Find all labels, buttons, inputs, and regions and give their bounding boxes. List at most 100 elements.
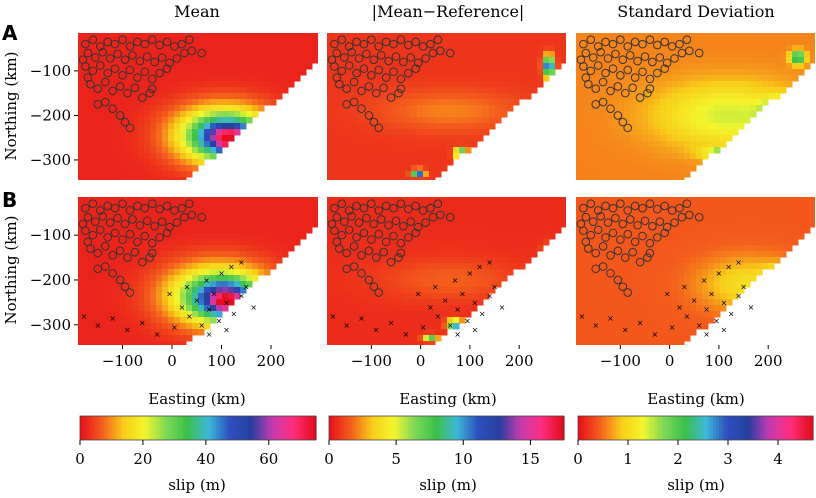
heat-cell (642, 335, 649, 342)
heat-cell (435, 141, 442, 148)
heat-cell (108, 263, 115, 270)
heat-cell (660, 177, 667, 180)
heat-cell (381, 227, 388, 234)
heat-cell (696, 75, 703, 82)
heat-cell (696, 221, 703, 228)
heat-cell (459, 45, 466, 52)
heat-cell (594, 245, 601, 252)
heat-cell (180, 329, 187, 336)
heat-cell (588, 293, 595, 300)
heat-cell (387, 69, 394, 76)
heat-cell (537, 239, 544, 246)
heat-cell (435, 329, 442, 336)
heat-cell (666, 293, 673, 300)
heat-cell (696, 245, 703, 252)
heat-cell (357, 57, 364, 64)
heat-cell (738, 51, 745, 58)
heat-cell (399, 123, 406, 130)
heat-cell (84, 51, 91, 58)
heat-cell (108, 239, 115, 246)
heat-cell (453, 99, 460, 106)
heat-cell (216, 135, 223, 142)
heat-cell (780, 233, 787, 240)
heat-cell (672, 215, 679, 222)
heat-cell (690, 123, 697, 130)
station-marker (586, 35, 596, 44)
heat-cell (804, 63, 811, 70)
heat-cell (180, 275, 187, 282)
heat-cell (618, 221, 625, 228)
heat-cell (582, 87, 589, 94)
heat-cell (306, 197, 313, 204)
heat-cell (666, 209, 673, 216)
heat-cell (246, 63, 253, 70)
heat-cell (198, 153, 205, 160)
heat-cell (393, 197, 400, 204)
heat-cell (459, 209, 466, 216)
heat-cell (618, 117, 625, 124)
heat-cell (210, 263, 217, 270)
heat-cell (576, 329, 583, 336)
heat-cell (78, 39, 85, 46)
heat-cell (132, 165, 139, 172)
heat-cell (648, 117, 655, 124)
heat-cell (423, 329, 430, 336)
heat-cell (738, 33, 745, 40)
heat-cell (756, 45, 763, 52)
heat-cell (132, 239, 139, 246)
heat-cell (240, 87, 247, 94)
heat-cell (369, 209, 376, 216)
heat-cell (204, 123, 211, 130)
heat-cell (162, 329, 169, 336)
heat-cell (345, 311, 352, 318)
heat-cell (150, 275, 157, 282)
heat-cell (690, 305, 697, 312)
heat-cell (144, 129, 151, 136)
heat-cell (768, 69, 775, 76)
heat-cell (618, 57, 625, 64)
heat-cell (369, 135, 376, 142)
heat-cell (120, 305, 127, 312)
heat-cell (405, 87, 412, 94)
heat-cell (726, 51, 733, 58)
heat-cell (132, 263, 139, 270)
heat-cell (405, 141, 412, 148)
heat-cell (612, 335, 619, 342)
station-marker (593, 42, 603, 51)
station-marker (100, 97, 110, 107)
heat-cell (423, 105, 430, 112)
heat-cell (726, 87, 733, 94)
heat-cell (387, 287, 394, 294)
heat-cell (240, 221, 247, 228)
heat-cell (393, 257, 400, 264)
heat-cell (405, 147, 412, 154)
heat-cell (333, 123, 340, 130)
heat-cell (375, 45, 382, 52)
heat-cell (381, 153, 388, 160)
heat-cell (78, 203, 85, 210)
heat-cell (720, 263, 727, 270)
heat-cell (582, 153, 589, 160)
station-marker (140, 67, 150, 77)
heat-cell (666, 81, 673, 88)
station-marker (135, 56, 145, 66)
heat-cell (417, 177, 424, 180)
heat-cell (228, 45, 235, 52)
heat-cell (678, 117, 685, 124)
heat-cell (582, 99, 589, 106)
heat-cell (624, 141, 631, 148)
heat-cell (471, 93, 478, 100)
heat-cell (696, 287, 703, 294)
station-marker (95, 225, 105, 235)
heat-cell (240, 197, 247, 204)
heat-cell (459, 93, 466, 100)
heat-cell (684, 75, 691, 82)
heat-cell (690, 221, 697, 228)
heat-cell (387, 81, 394, 88)
heat-cell (600, 233, 607, 240)
heat-cell (672, 275, 679, 282)
heat-cell (594, 305, 601, 312)
heat-cell (672, 111, 679, 118)
heat-cell (240, 281, 247, 288)
heat-cell (90, 281, 97, 288)
